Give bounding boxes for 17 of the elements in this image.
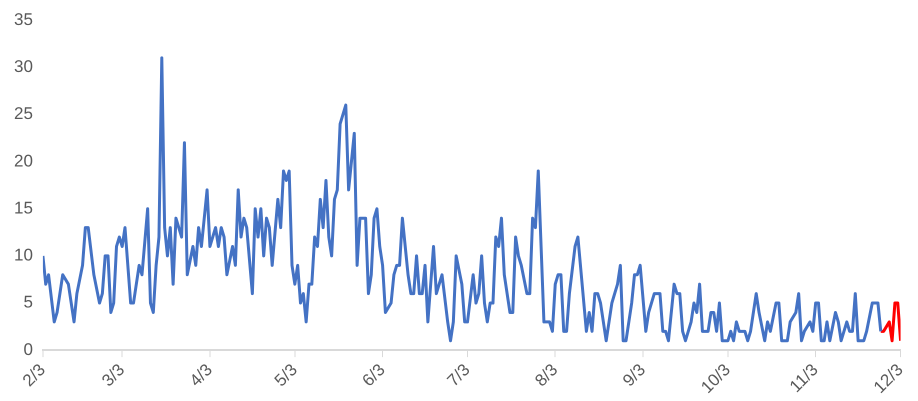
y-tick-label: 35: [14, 10, 33, 29]
x-tick-label: 5/3: [270, 360, 301, 390]
x-tick-label: 7/3: [443, 360, 474, 390]
y-tick-label: 5: [23, 292, 33, 312]
x-tick-label: 3/3: [98, 360, 128, 390]
x-tick-label: 11/3: [786, 360, 822, 396]
y-tick-label: 10: [14, 246, 33, 265]
y-tick-label: 25: [14, 104, 33, 124]
x-tick-label: 4/3: [186, 360, 216, 390]
x-tick-label: 6/3: [358, 360, 389, 390]
y-tick-label: 30: [14, 57, 33, 76]
x-tick-label: 8/3: [531, 360, 562, 390]
x-tick-label: 9/3: [618, 360, 650, 390]
y-tick-label: 0: [23, 340, 33, 359]
x-tick-label: 2/3: [18, 360, 50, 390]
y-tick-label: 15: [14, 198, 33, 218]
y-tick-label: 20: [14, 151, 33, 170]
